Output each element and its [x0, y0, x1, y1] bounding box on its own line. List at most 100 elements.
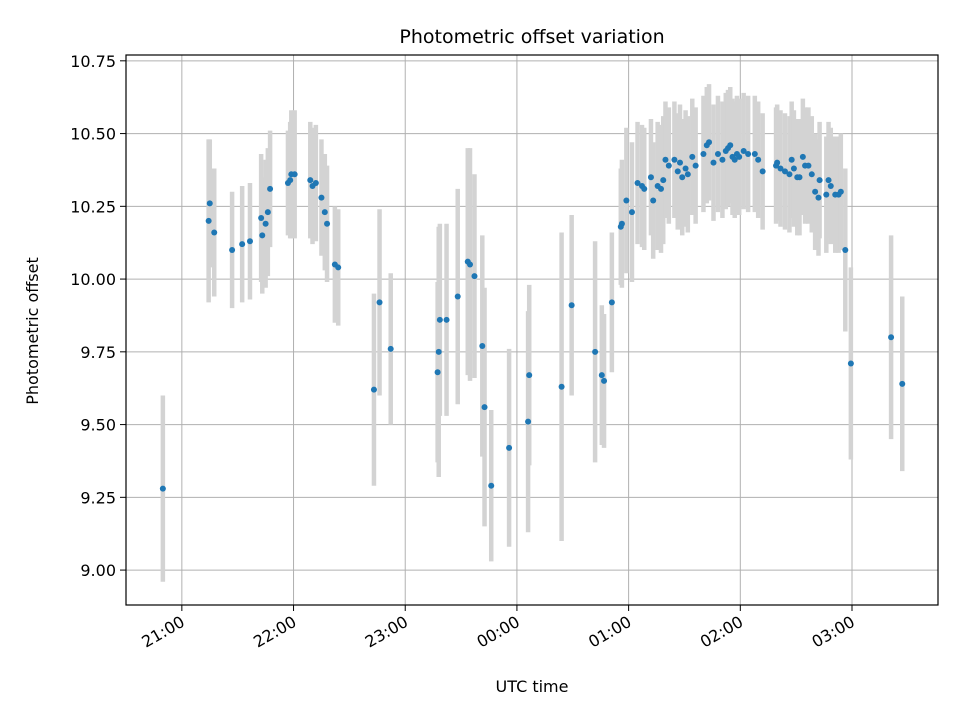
data-point — [777, 165, 784, 172]
y-tick-label: 9.25 — [80, 488, 116, 507]
data-point — [291, 171, 298, 178]
data-point — [700, 150, 707, 157]
data-point — [790, 165, 797, 172]
data-point — [267, 185, 274, 192]
data-point — [899, 380, 906, 387]
data-point — [526, 372, 533, 379]
data-point — [731, 156, 738, 163]
data-point — [592, 348, 599, 355]
data-point — [443, 316, 450, 323]
y-axis-ticks: 9.00 9.25 9.50 9.75 10.00 10.25 10.50 10.75 — [70, 52, 126, 580]
y-tick-label: 10.75 — [70, 52, 116, 71]
data-point — [682, 165, 689, 172]
data-point — [628, 209, 635, 216]
data-point — [679, 174, 686, 181]
data-point — [755, 156, 762, 163]
data-point — [740, 148, 747, 155]
y-tick-label: 10.00 — [70, 270, 116, 289]
data-point — [745, 150, 752, 157]
data-point — [258, 214, 265, 221]
data-point — [641, 185, 648, 192]
data-point — [435, 348, 442, 355]
data-point — [727, 142, 734, 149]
data-point — [318, 194, 325, 201]
data-point — [601, 377, 608, 384]
data-point — [598, 372, 605, 379]
data-point — [837, 188, 844, 195]
data-point — [159, 485, 166, 492]
data-point — [370, 386, 377, 393]
data-point — [706, 139, 713, 146]
data-point — [719, 156, 726, 163]
data-point — [808, 171, 815, 178]
data-point — [479, 343, 486, 350]
data-point — [736, 153, 743, 160]
chart-title: Photometric offset variation — [399, 26, 664, 48]
data-point — [262, 220, 269, 227]
data-point — [467, 261, 474, 268]
data-point — [692, 162, 699, 169]
data-point — [662, 156, 669, 163]
data-point — [647, 174, 654, 181]
data-point — [815, 194, 822, 201]
data-point — [888, 334, 895, 341]
data-point — [665, 162, 672, 169]
data-point — [842, 246, 849, 253]
data-point — [823, 191, 830, 198]
data-point — [506, 444, 513, 451]
data-point — [387, 345, 394, 352]
data-point — [658, 185, 665, 192]
data-point — [799, 153, 806, 160]
data-point — [805, 162, 812, 169]
data-point — [211, 229, 218, 236]
data-point — [684, 171, 691, 178]
data-point — [786, 171, 793, 178]
data-point — [634, 180, 641, 187]
data-point — [788, 156, 795, 163]
data-point — [774, 159, 781, 166]
data-point — [246, 238, 253, 245]
data-point — [436, 316, 443, 323]
data-point — [205, 217, 212, 224]
data-point — [324, 220, 331, 227]
data-point — [650, 197, 657, 204]
data-point — [714, 150, 721, 157]
data-point — [671, 156, 678, 163]
y-tick-label: 10.50 — [70, 125, 116, 144]
data-point — [674, 168, 681, 175]
data-point — [825, 177, 832, 184]
data-point — [239, 241, 246, 248]
data-point — [307, 177, 314, 184]
data-point — [287, 177, 294, 184]
data-point — [229, 246, 236, 253]
data-point — [827, 182, 834, 189]
data-point — [264, 209, 271, 216]
x-axis-label: UTC time — [496, 677, 569, 696]
data-point — [816, 177, 823, 184]
data-point — [751, 150, 758, 157]
data-point — [312, 180, 319, 187]
data-point — [781, 168, 788, 175]
data-point — [488, 482, 495, 489]
data-point — [759, 168, 766, 175]
data-point — [471, 273, 478, 280]
data-point — [623, 197, 630, 204]
y-tick-label: 9.50 — [80, 416, 116, 435]
y-tick-label: 9.00 — [80, 561, 116, 580]
y-axis-label: Photometric offset — [23, 257, 42, 405]
data-point — [796, 174, 803, 181]
data-point — [376, 299, 383, 306]
data-point — [481, 404, 488, 411]
data-point — [259, 232, 266, 239]
data-points — [159, 139, 906, 492]
data-point — [525, 418, 532, 425]
data-point — [335, 264, 342, 271]
data-point — [434, 369, 441, 376]
data-point — [660, 177, 667, 184]
data-point — [321, 209, 328, 216]
data-point — [568, 302, 575, 309]
data-point — [608, 299, 615, 306]
y-tick-label: 9.75 — [80, 343, 116, 362]
data-point — [812, 188, 819, 195]
